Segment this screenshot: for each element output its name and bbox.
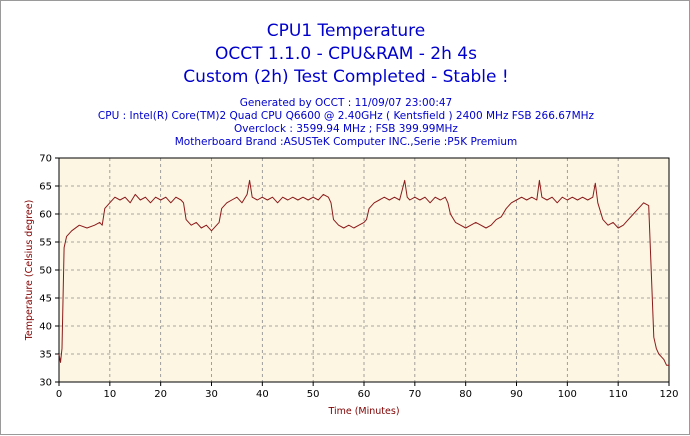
y-tick-label: 70	[39, 154, 52, 165]
x-tick-label: 100	[558, 389, 577, 400]
y-tick-label: 55	[39, 238, 52, 249]
overclock-info: Overclock : 3599.94 MHz ; FSB 399.99MHz	[234, 123, 458, 135]
x-tick-label: 90	[510, 389, 523, 400]
x-tick-label: 50	[307, 389, 320, 400]
chart-title: CPU1 Temperature	[266, 21, 426, 41]
y-tick-label: 45	[39, 294, 52, 305]
y-axis-label: Temperature (Celsius degree)	[24, 200, 35, 342]
y-tick-label: 65	[39, 182, 52, 193]
test-result: Custom (2h) Test Completed - Stable !	[183, 67, 509, 87]
y-tick-label: 40	[39, 322, 52, 333]
y-tick-label: 35	[39, 350, 52, 361]
x-tick-label: 80	[459, 389, 472, 400]
temperature-line	[58, 179, 669, 366]
x-tick-label: 40	[256, 389, 269, 400]
x-tick-label: 20	[154, 389, 167, 400]
motherboard-info: Motherboard Brand :ASUSTeK Computer INC.…	[174, 136, 518, 148]
x-axis-label: Time (Minutes)	[327, 406, 399, 417]
plot-frame	[58, 157, 670, 383]
x-tick-label: 30	[205, 389, 218, 400]
y-tick-label: 30	[39, 378, 52, 389]
x-tick-label: 70	[408, 389, 421, 400]
generated-info: Generated by OCCT : 11/09/07 23:00:47	[239, 97, 453, 109]
x-tick-label: 10	[103, 389, 116, 400]
x-tick-label: 120	[659, 389, 678, 400]
x-tick-label: 110	[609, 389, 628, 400]
y-tick-label: 60	[39, 210, 52, 221]
cpu-info: CPU : Intel(R) Core(TM)2 Quad CPU Q6600 …	[97, 110, 595, 122]
y-tick-label: 50	[39, 266, 52, 277]
x-tick-label: 0	[56, 389, 62, 400]
test-subtitle: OCCT 1.1.0 - CPU&RAM - 2h 4s	[215, 44, 477, 64]
x-tick-label: 60	[358, 389, 371, 400]
